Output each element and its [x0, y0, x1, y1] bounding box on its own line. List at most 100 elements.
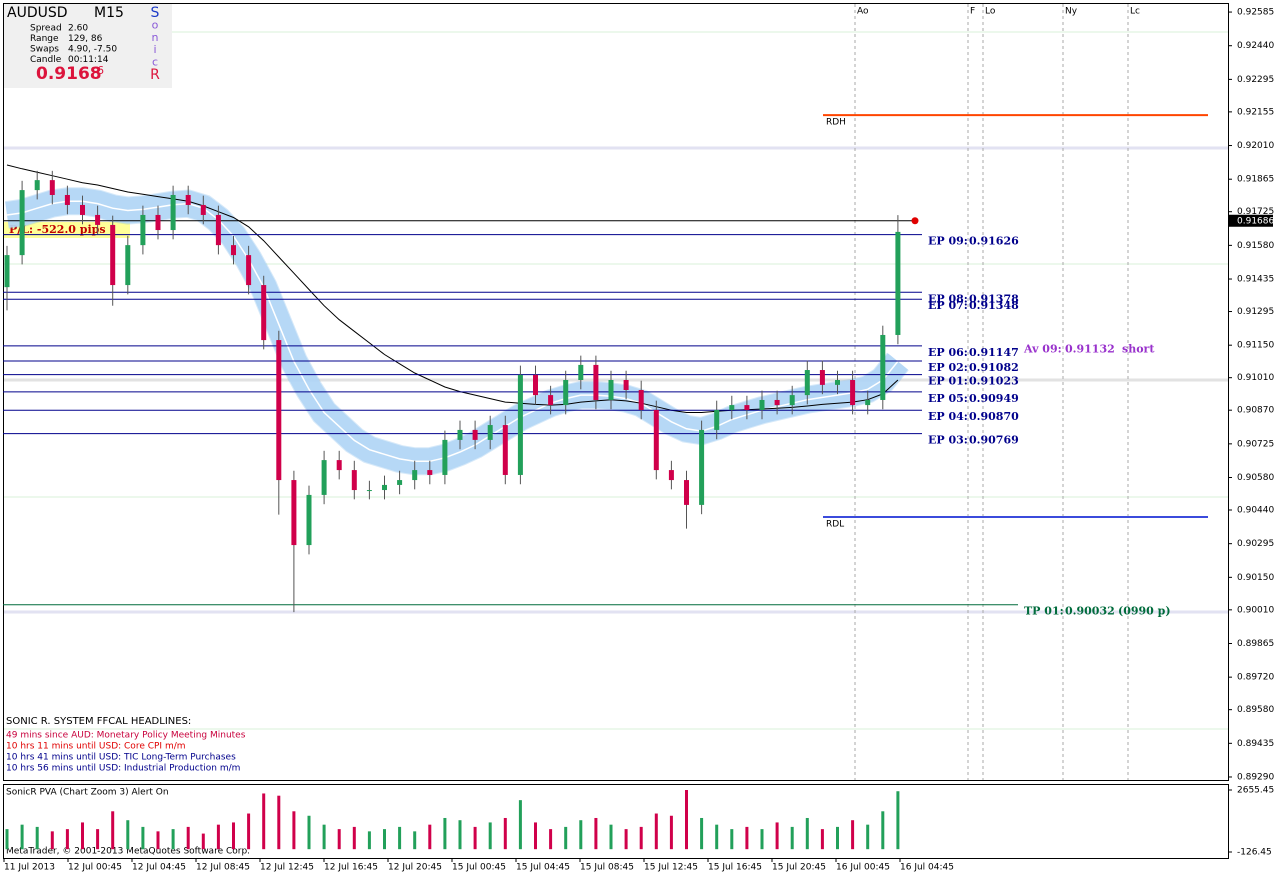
volume-bar	[5, 829, 9, 850]
candle-body	[623, 380, 629, 390]
entry-value: 0.91378	[969, 292, 1019, 305]
y-tick-label: 0.91150	[1237, 341, 1274, 351]
ma-slow	[6, 164, 899, 413]
volume-title: SonicR PVA (Chart Zoom 3) Alert On	[6, 788, 169, 798]
candle-body	[729, 405, 735, 410]
candle-body	[140, 214, 146, 246]
y-tick-label: 0.89435	[1237, 739, 1274, 749]
pivot-lines	[4, 31, 1228, 730]
y-tick-label: 0.92155	[1237, 107, 1274, 117]
x-tick-label: 12 Jul 16:45	[324, 863, 378, 873]
entry-value: 0.91023	[969, 375, 1019, 388]
info-label: Candle	[30, 55, 62, 65]
candle-body	[200, 204, 206, 215]
x-tick-label: 11 Jul 2013	[4, 863, 55, 873]
candle-body	[487, 425, 493, 440]
candle-body	[759, 399, 765, 410]
candle-body	[382, 484, 387, 491]
entry-value: 0.91626	[969, 235, 1019, 248]
x-tick-label: 15 Jul 04:45	[516, 863, 570, 873]
y-tick-label: 0.90870	[1237, 406, 1274, 416]
entry-value: 0.90769	[969, 434, 1019, 447]
rdl-label: RDL	[826, 519, 844, 529]
volume-bar	[518, 800, 522, 850]
candle-body	[608, 380, 614, 400]
volume-bar	[564, 826, 568, 850]
headline: 10 hrs 56 mins until USD: Industrial Pro…	[6, 764, 240, 774]
candle-body	[835, 380, 840, 385]
volume-bar	[760, 829, 764, 850]
info-label: Spread	[30, 24, 62, 34]
candle-body	[95, 214, 101, 225]
volume-bar	[669, 815, 673, 850]
candle-body	[895, 231, 901, 335]
candle-body	[125, 245, 131, 286]
y-tick-label: 0.91435	[1237, 275, 1274, 285]
candle-body	[231, 245, 236, 256]
average-value: 0.91132	[1065, 342, 1115, 355]
y-tick-label: 0.91010	[1237, 373, 1274, 383]
entry-value: 0.91082	[969, 361, 1019, 374]
info-value: 2.60	[68, 24, 88, 34]
entry-value: 0.90870	[969, 410, 1019, 423]
volume-bar	[156, 831, 160, 850]
session-label: Ny	[1065, 7, 1078, 17]
x-tick-label: 12 Jul 20:45	[388, 863, 442, 873]
info-panel: AUDUSD M15 0.9168 6	[4, 4, 172, 88]
entry-name: EP 01:	[928, 375, 968, 388]
y-tick-label: 0.90725	[1237, 439, 1274, 449]
y-tick-label: 0.91725	[1237, 207, 1274, 217]
y-tick-label: 0.91865	[1237, 175, 1274, 185]
y-tick-label: 0.89720	[1237, 673, 1274, 683]
candle-body	[276, 340, 282, 481]
candle-body	[819, 370, 825, 385]
x-tick-label: 16 Jul 04:45	[900, 863, 954, 873]
sonic-letter: n	[152, 31, 159, 44]
candle-body	[714, 409, 720, 430]
volume-bar	[247, 813, 251, 850]
session-label: Lc	[1130, 7, 1140, 17]
volume-tick-label: -126.45	[1237, 848, 1272, 858]
entry-name: EP 03:	[928, 434, 968, 447]
candle-body	[215, 214, 221, 246]
volume-bar	[232, 822, 235, 850]
volume-bar	[503, 817, 507, 850]
candle-body	[291, 480, 297, 546]
candle-body	[427, 470, 433, 475]
bid-price: 0.9168	[36, 64, 102, 84]
candle-body	[261, 285, 267, 341]
volume-bar	[50, 831, 54, 850]
headline: 10 hrs 41 mins until USD: TIC Long-Term …	[6, 753, 236, 763]
volume-bar	[609, 824, 613, 850]
x-tick-label: 12 Jul 00:45	[68, 863, 122, 873]
x-tick-label: 15 Jul 00:45	[452, 863, 506, 873]
volume-bar	[398, 826, 402, 850]
y-tick-label: 0.92010	[1237, 141, 1274, 151]
candle-body	[351, 470, 357, 491]
volume-bar	[775, 822, 779, 850]
volume-tick-label: 2655.45	[1237, 786, 1274, 796]
volume-bar	[534, 822, 537, 850]
session-label: Lo	[985, 7, 996, 17]
candle-body	[865, 399, 871, 406]
candle-body	[668, 470, 674, 481]
info-label: Swaps	[30, 45, 59, 55]
y-tick-label: 0.90150	[1237, 573, 1274, 583]
info-label: Range	[30, 34, 59, 44]
sonic-letter: o	[152, 18, 159, 31]
candle-body	[306, 494, 312, 546]
tp-value: 0.90032	[1065, 605, 1115, 618]
volume-bar	[337, 829, 341, 850]
bid-last-digit: 6	[97, 64, 104, 77]
volume-bar	[654, 813, 658, 850]
sonic-letter: c	[152, 56, 158, 69]
entry-name: EP 02:	[928, 361, 968, 374]
volume-bar	[322, 824, 326, 850]
tp-name: TP 01:	[1024, 605, 1064, 618]
volume-bar	[881, 811, 885, 850]
timeframe: M15	[94, 5, 124, 21]
symbol: AUDUSD	[7, 5, 68, 21]
headline: 10 hrs 11 mins until USD: Core CPI m/m	[6, 742, 186, 752]
volume-bar	[352, 826, 356, 850]
